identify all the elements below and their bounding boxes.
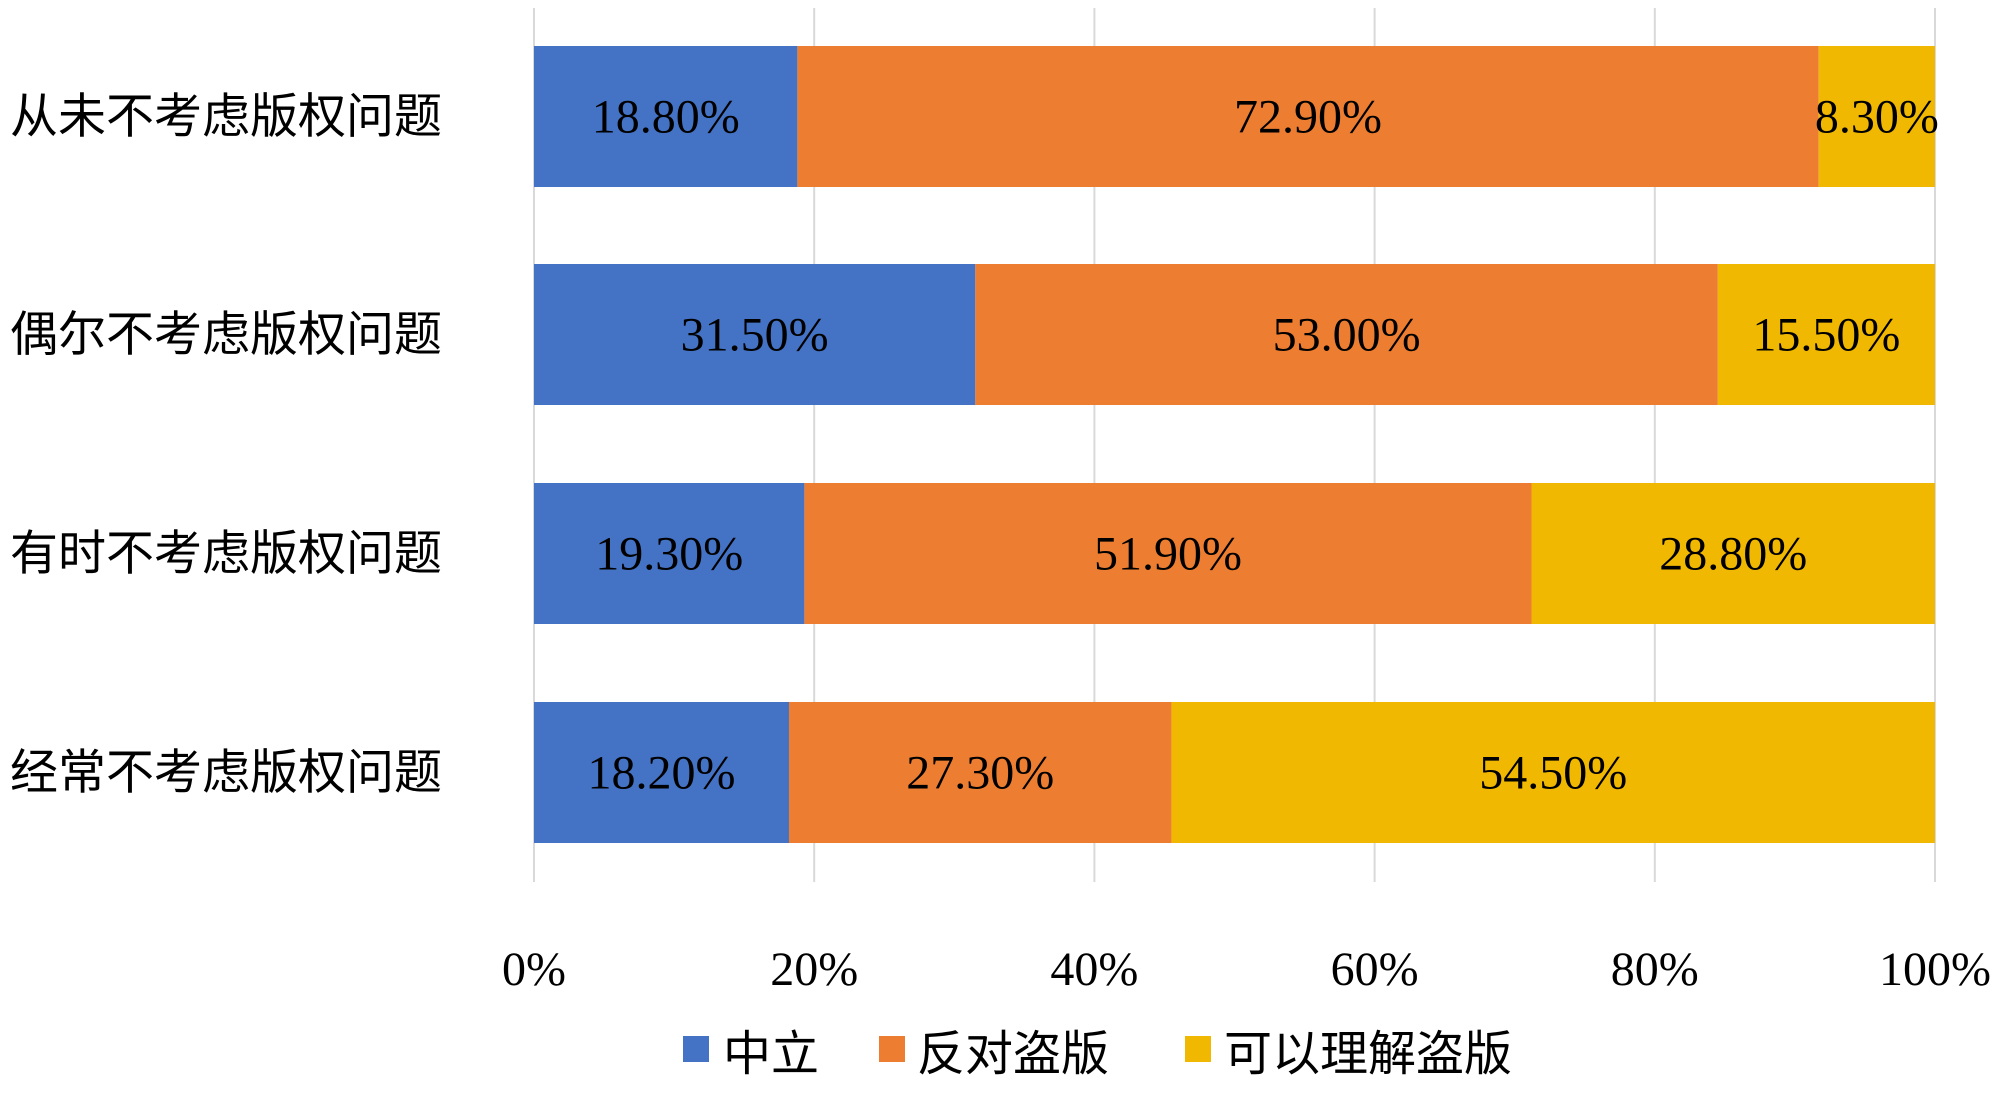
value-axis-tick-labels: 0% 20% 40% 60% 80% 100% [502, 943, 1991, 996]
bar-segment [1818, 46, 1935, 187]
data-label: 18.80% [592, 91, 740, 144]
data-label: 27.30% [906, 747, 1054, 800]
bar-segment [975, 264, 1718, 405]
x-tick-label: 20% [770, 943, 858, 996]
legend-label: 中立 [723, 1028, 819, 1081]
x-tick-label: 0% [502, 943, 566, 996]
legend-swatch [683, 1036, 709, 1062]
bar-segment [797, 46, 1819, 187]
data-label: 51.90% [1094, 528, 1242, 581]
bar-segment [1531, 483, 1935, 624]
data-label: 54.50% [1479, 747, 1627, 800]
category-label: 经常不考虑版权问题 [10, 747, 442, 800]
legend-swatch [879, 1036, 905, 1062]
x-tick-label: 100% [1879, 943, 1991, 996]
bar-segment [534, 702, 789, 843]
category-label: 从未不考虑版权问题 [10, 91, 442, 144]
category-label: 有时不考虑版权问题 [10, 528, 442, 581]
data-label: 19.30% [595, 528, 743, 581]
legend-item: 可以理解盗版 [1185, 1028, 1512, 1081]
bar-segment [534, 46, 798, 187]
x-tick-label: 60% [1331, 943, 1419, 996]
data-labels: 18.80% 72.90% 8.30% 31.50% 53.00% 15.50% 19.30… [587, 91, 1938, 800]
legend-label: 可以理解盗版 [1224, 1028, 1512, 1081]
data-label: 53.00% [1273, 309, 1421, 362]
data-label: 15.50% [1752, 309, 1900, 362]
legend: 中立 反对盗版 可以理解盗版 [683, 1028, 1512, 1081]
legend-swatch [1185, 1036, 1211, 1062]
bar-segment [804, 483, 1532, 624]
data-label: 31.50% [681, 309, 829, 362]
x-tick-label: 80% [1611, 943, 1699, 996]
legend-item: 中立 [683, 1028, 819, 1081]
data-label: 72.90% [1234, 91, 1382, 144]
bar-segment [1171, 702, 1935, 843]
data-label: 8.30% [1815, 91, 1939, 144]
bar-segment [534, 483, 805, 624]
x-tick-label: 40% [1050, 943, 1138, 996]
legend-item: 反对盗版 [879, 1028, 1109, 1081]
bar-segment [1717, 264, 1935, 405]
bar-segment [788, 702, 1172, 843]
data-label: 28.80% [1659, 528, 1807, 581]
legend-label: 反对盗版 [917, 1028, 1109, 1081]
bars [534, 46, 1935, 843]
category-label: 偶尔不考虑版权问题 [10, 309, 442, 362]
data-label: 18.20% [587, 747, 735, 800]
bar-segment [534, 264, 976, 405]
